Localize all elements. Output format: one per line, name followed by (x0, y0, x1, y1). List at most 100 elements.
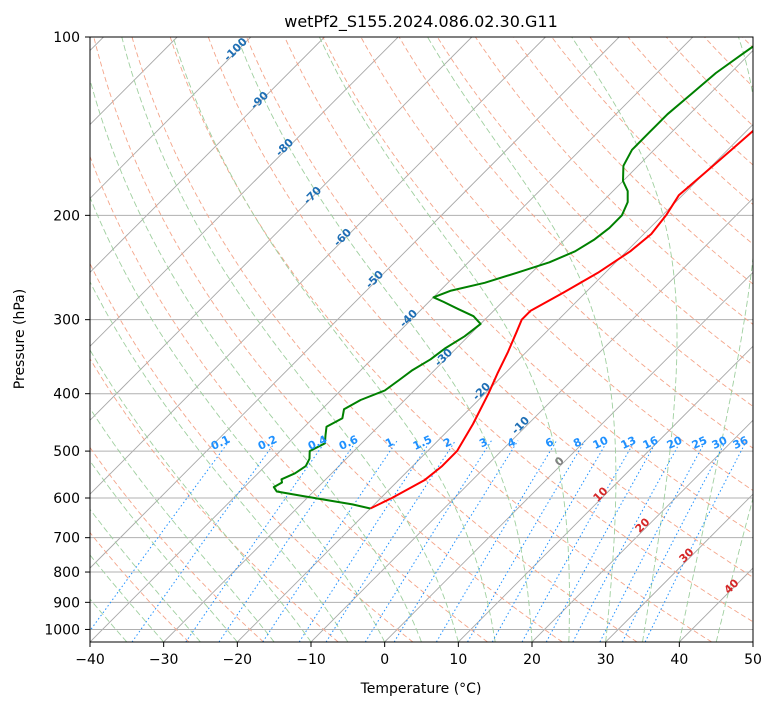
dry-adiabat-line (90, 155, 488, 642)
temperature-trace (369, 129, 753, 510)
mixing-ratio-line (262, 440, 398, 642)
dry-adiabat-line (742, 37, 753, 49)
mixing-ratio-label: 30 (710, 434, 730, 452)
isotherm-line (90, 37, 694, 642)
mixing-ratio-label: 4 (505, 435, 518, 450)
dry-adiabat-line (90, 262, 414, 642)
x-tick-label: 40 (670, 652, 688, 668)
x-tick-label: 30 (597, 652, 615, 668)
dry-adiabat-line (90, 357, 339, 642)
dry-adiabat-line (90, 531, 190, 642)
y-tick-label: 100 (53, 30, 80, 46)
dry-adiabat-line (513, 37, 753, 285)
dewpoint-trace (272, 45, 753, 510)
isotherm-line (90, 37, 325, 273)
background-lines (90, 37, 753, 642)
dry-adiabat-label: -30 (432, 346, 455, 369)
mixing-ratio-label: 13 (619, 434, 638, 452)
mixing-ratio-label: 16 (641, 434, 661, 452)
mixing-ratio-line (572, 440, 682, 642)
y-tick-label: 900 (53, 595, 80, 611)
moist-adiabat-label: 20 (633, 515, 653, 535)
mixing-ratio-label: 0.1 (209, 433, 232, 453)
dry-adiabat-label: -70 (301, 184, 324, 207)
moist-adiabat-line (571, 37, 678, 642)
mixing-ratio-line (467, 440, 586, 642)
mixing-ratio-line (435, 440, 558, 642)
dry-adiabat-label: -80 (273, 136, 296, 159)
dry-adiabat-line (360, 37, 753, 449)
mixing-ratio-line (491, 440, 609, 642)
y-tick-label: 700 (53, 531, 80, 547)
mixing-ratio-line (393, 440, 519, 642)
mixing-ratio-line (325, 440, 456, 642)
isotherm-line (310, 197, 753, 642)
mixing-ratio-line (621, 440, 727, 642)
dry-adiabat-line (704, 37, 753, 88)
chart-title: wetPf2_S155.2024.086.02.30.G11 (284, 12, 558, 32)
moist-adiabat-line (715, 496, 753, 642)
isotherm-line (605, 493, 753, 642)
mixing-ratio-line (545, 440, 658, 642)
isotherm-line (90, 37, 399, 347)
mixing-ratio-label: 8 (571, 435, 583, 450)
x-tick-label: −40 (75, 652, 105, 668)
mixing-ratio-label: 0.2 (256, 433, 279, 453)
x-tick-label: −10 (296, 652, 326, 668)
dry-adiabat-label: -10 (509, 414, 532, 437)
mixing-ratio-label: 3 (477, 435, 489, 450)
isotherm-line (90, 37, 252, 200)
moist-adiabat-line (318, 37, 570, 642)
dry-adiabat-line (169, 37, 712, 642)
moist-adiabat-line (90, 508, 201, 642)
moist-adiabat-line (121, 37, 459, 642)
x-tick-label: −30 (149, 652, 179, 668)
y-tick-label: 600 (53, 491, 80, 507)
y-axis-label: Pressure (hPa) (12, 289, 28, 389)
moist-adiabat-line (90, 349, 312, 642)
mixing-ratio-label: 36 (731, 434, 751, 452)
y-tick-label: 400 (53, 387, 80, 403)
dry-adiabat-label: -60 (331, 226, 354, 249)
mixing-ratio-line (90, 440, 230, 632)
isotherm-line (384, 271, 753, 642)
isotherm-line (163, 49, 753, 642)
mixing-ratio-label: 20 (665, 434, 685, 452)
y-tick-label: 1000 (44, 622, 80, 638)
dry-adiabat-line (284, 37, 753, 535)
y-axis: 100 200 300 400 500 600 700 800 900 1000 (44, 30, 90, 638)
moist-adiabat-line (678, 37, 753, 642)
dry-adiabat-line (207, 37, 753, 623)
moist-adiabat-line (90, 280, 349, 642)
mixing-ratio-line (185, 440, 327, 642)
mixing-ratio-label: 1.5 (411, 433, 434, 453)
moist-adiabat-line (752, 640, 753, 642)
x-tick-label: 10 (449, 652, 467, 668)
mixing-ratio-label: 0.6 (337, 433, 360, 453)
mixing-ratio-line (521, 440, 636, 642)
mixing-ratio-label: 10 (591, 434, 611, 452)
dry-adiabat-line (436, 37, 753, 366)
mixing-ratio-line (298, 440, 432, 642)
moist-adiabat-line (90, 460, 238, 642)
moist-adiabat-line (90, 598, 128, 642)
line-labels: -100-90-80-70-60-50-40-30-20-10010203040… (209, 35, 751, 597)
dry-adiabat-line (93, 37, 563, 642)
y-tick-label: 200 (53, 208, 80, 224)
mixing-ratio-line (131, 440, 277, 642)
moist-adiabat-line (172, 37, 496, 642)
dry-adiabat-line (90, 446, 264, 642)
dry-adiabat-label: -50 (363, 268, 386, 291)
isotherm-line (90, 37, 546, 495)
x-tick-label: 0 (380, 652, 389, 668)
mixing-ratio-line (364, 440, 492, 642)
moist-adiabat-line (427, 37, 617, 642)
y-tick-label: 500 (53, 444, 80, 460)
dry-adiabat-label: -90 (248, 89, 271, 112)
moist-adiabat-label: 40 (722, 576, 742, 596)
x-axis-label: Temperature (°C) (360, 681, 482, 697)
y-tick-label: 300 (53, 313, 80, 329)
dry-adiabat-line (475, 37, 753, 325)
mixing-ratio-label: 1 (383, 435, 395, 450)
moist-adiabat-label: 30 (677, 545, 697, 565)
